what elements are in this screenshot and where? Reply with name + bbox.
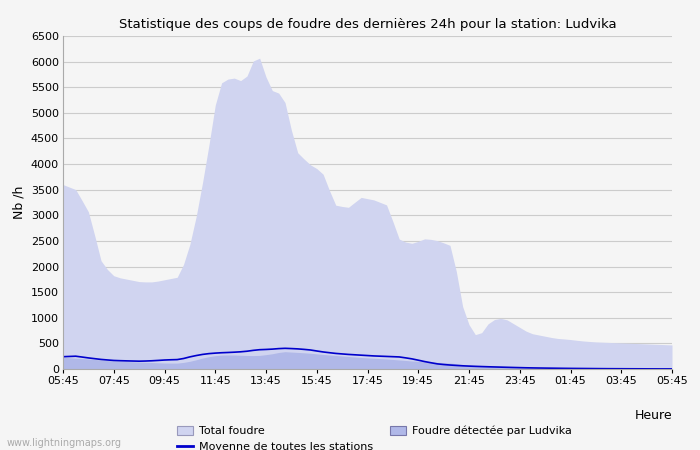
- Title: Statistique des coups de foudre des dernières 24h pour la station: Ludvika: Statistique des coups de foudre des dern…: [119, 18, 616, 31]
- Y-axis label: Nb /h: Nb /h: [12, 186, 25, 219]
- Text: www.lightningmaps.org: www.lightningmaps.org: [7, 438, 122, 448]
- Legend: Total foudre, Moyenne de toutes les stations, Foudre détectée par Ludvika: Total foudre, Moyenne de toutes les stat…: [172, 421, 576, 450]
- Text: Heure: Heure: [634, 409, 672, 422]
